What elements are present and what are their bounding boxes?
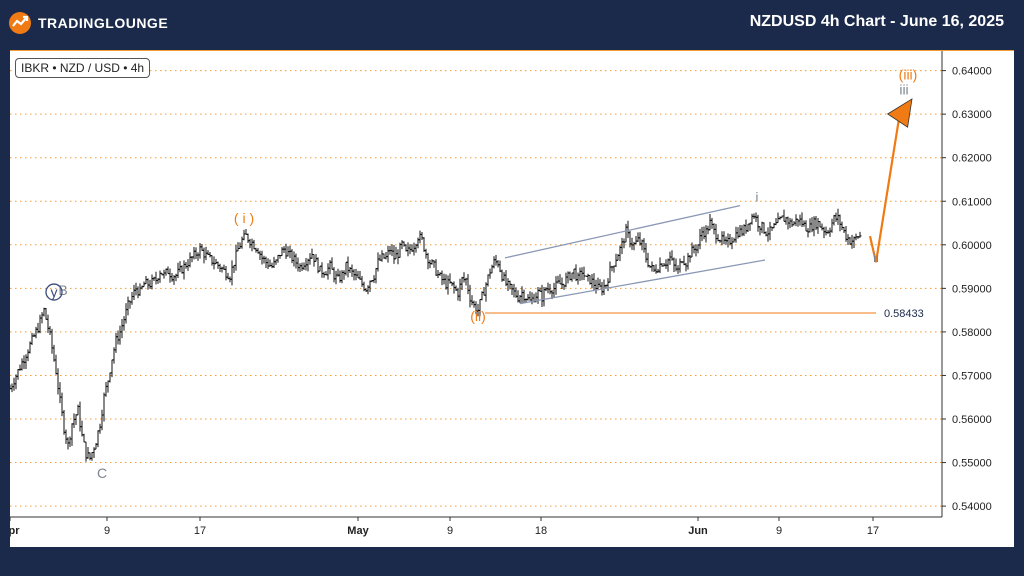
y-tick-label: 0.60000: [952, 240, 992, 252]
brand-name: TRADINGLOUNGE: [38, 15, 169, 31]
wave-label: i: [756, 189, 759, 204]
wave-label: C: [97, 465, 107, 481]
wave-label: (ii): [470, 308, 486, 324]
chart-title: NZDUSD 4h Chart - June 16, 2025: [749, 13, 1004, 30]
wave-label: iii: [899, 82, 908, 98]
brand-logo[interactable]: TRADINGLOUNGE: [8, 11, 168, 35]
x-tick-label: May: [347, 525, 369, 537]
support-level-label: 0.58433: [884, 308, 924, 320]
x-tick-label: 18: [535, 525, 547, 537]
projection-path: [868, 118, 901, 263]
y-tick-label: 0.63000: [952, 109, 992, 121]
channel-lower-line: [519, 259, 766, 305]
y-tick-label: 0.64000: [952, 66, 992, 78]
wave-label: B: [58, 282, 67, 298]
x-tick-label: 9: [776, 525, 782, 537]
x-tick-label: Jun: [688, 525, 708, 537]
y-tick-label: 0.58000: [952, 327, 992, 339]
symbol-badge[interactable]: IBKR • NZD / USD • 4h: [15, 58, 151, 78]
y-tick-label: 0.55000: [952, 458, 992, 470]
wave-label: ii: [873, 250, 879, 265]
y-tick-label: 0.56000: [952, 414, 992, 426]
y-tick-label: 0.62000: [952, 153, 992, 165]
x-tick-label: Apr: [10, 525, 20, 537]
grid-lines: [10, 70, 942, 507]
y-tick-label: 0.54000: [952, 501, 992, 513]
channel-upper-line: [504, 204, 741, 259]
wave-label: y: [51, 284, 58, 300]
y-tick-label: 0.61000: [952, 196, 992, 208]
x-tick-label: 9: [447, 525, 453, 537]
wave-label-circle: [45, 283, 63, 301]
y-tick-label: 0.59000: [952, 283, 992, 295]
x-tick-label: 17: [194, 525, 206, 537]
wave-label: ( i ): [234, 210, 254, 226]
x-tick-label: 17: [867, 525, 879, 537]
logo-icon: [9, 12, 31, 34]
y-tick-label: 0.57000: [952, 370, 992, 382]
y-axis[interactable]: 0.64000 0.63000 0.62000 0.61000 0.60000 0.590…: [941, 51, 992, 517]
header: TRADINGLOUNGE NZDUSD 4h Chart - June 16,…: [0, 0, 1024, 50]
wave-label: (iii): [899, 66, 918, 82]
projection-arrowhead: [886, 98, 913, 128]
x-axis[interactable]: Apr 9 17 May 9 18 Jun 9 17: [10, 516, 942, 537]
price-bars: [10, 208, 862, 462]
x-tick-label: 9: [104, 525, 110, 537]
